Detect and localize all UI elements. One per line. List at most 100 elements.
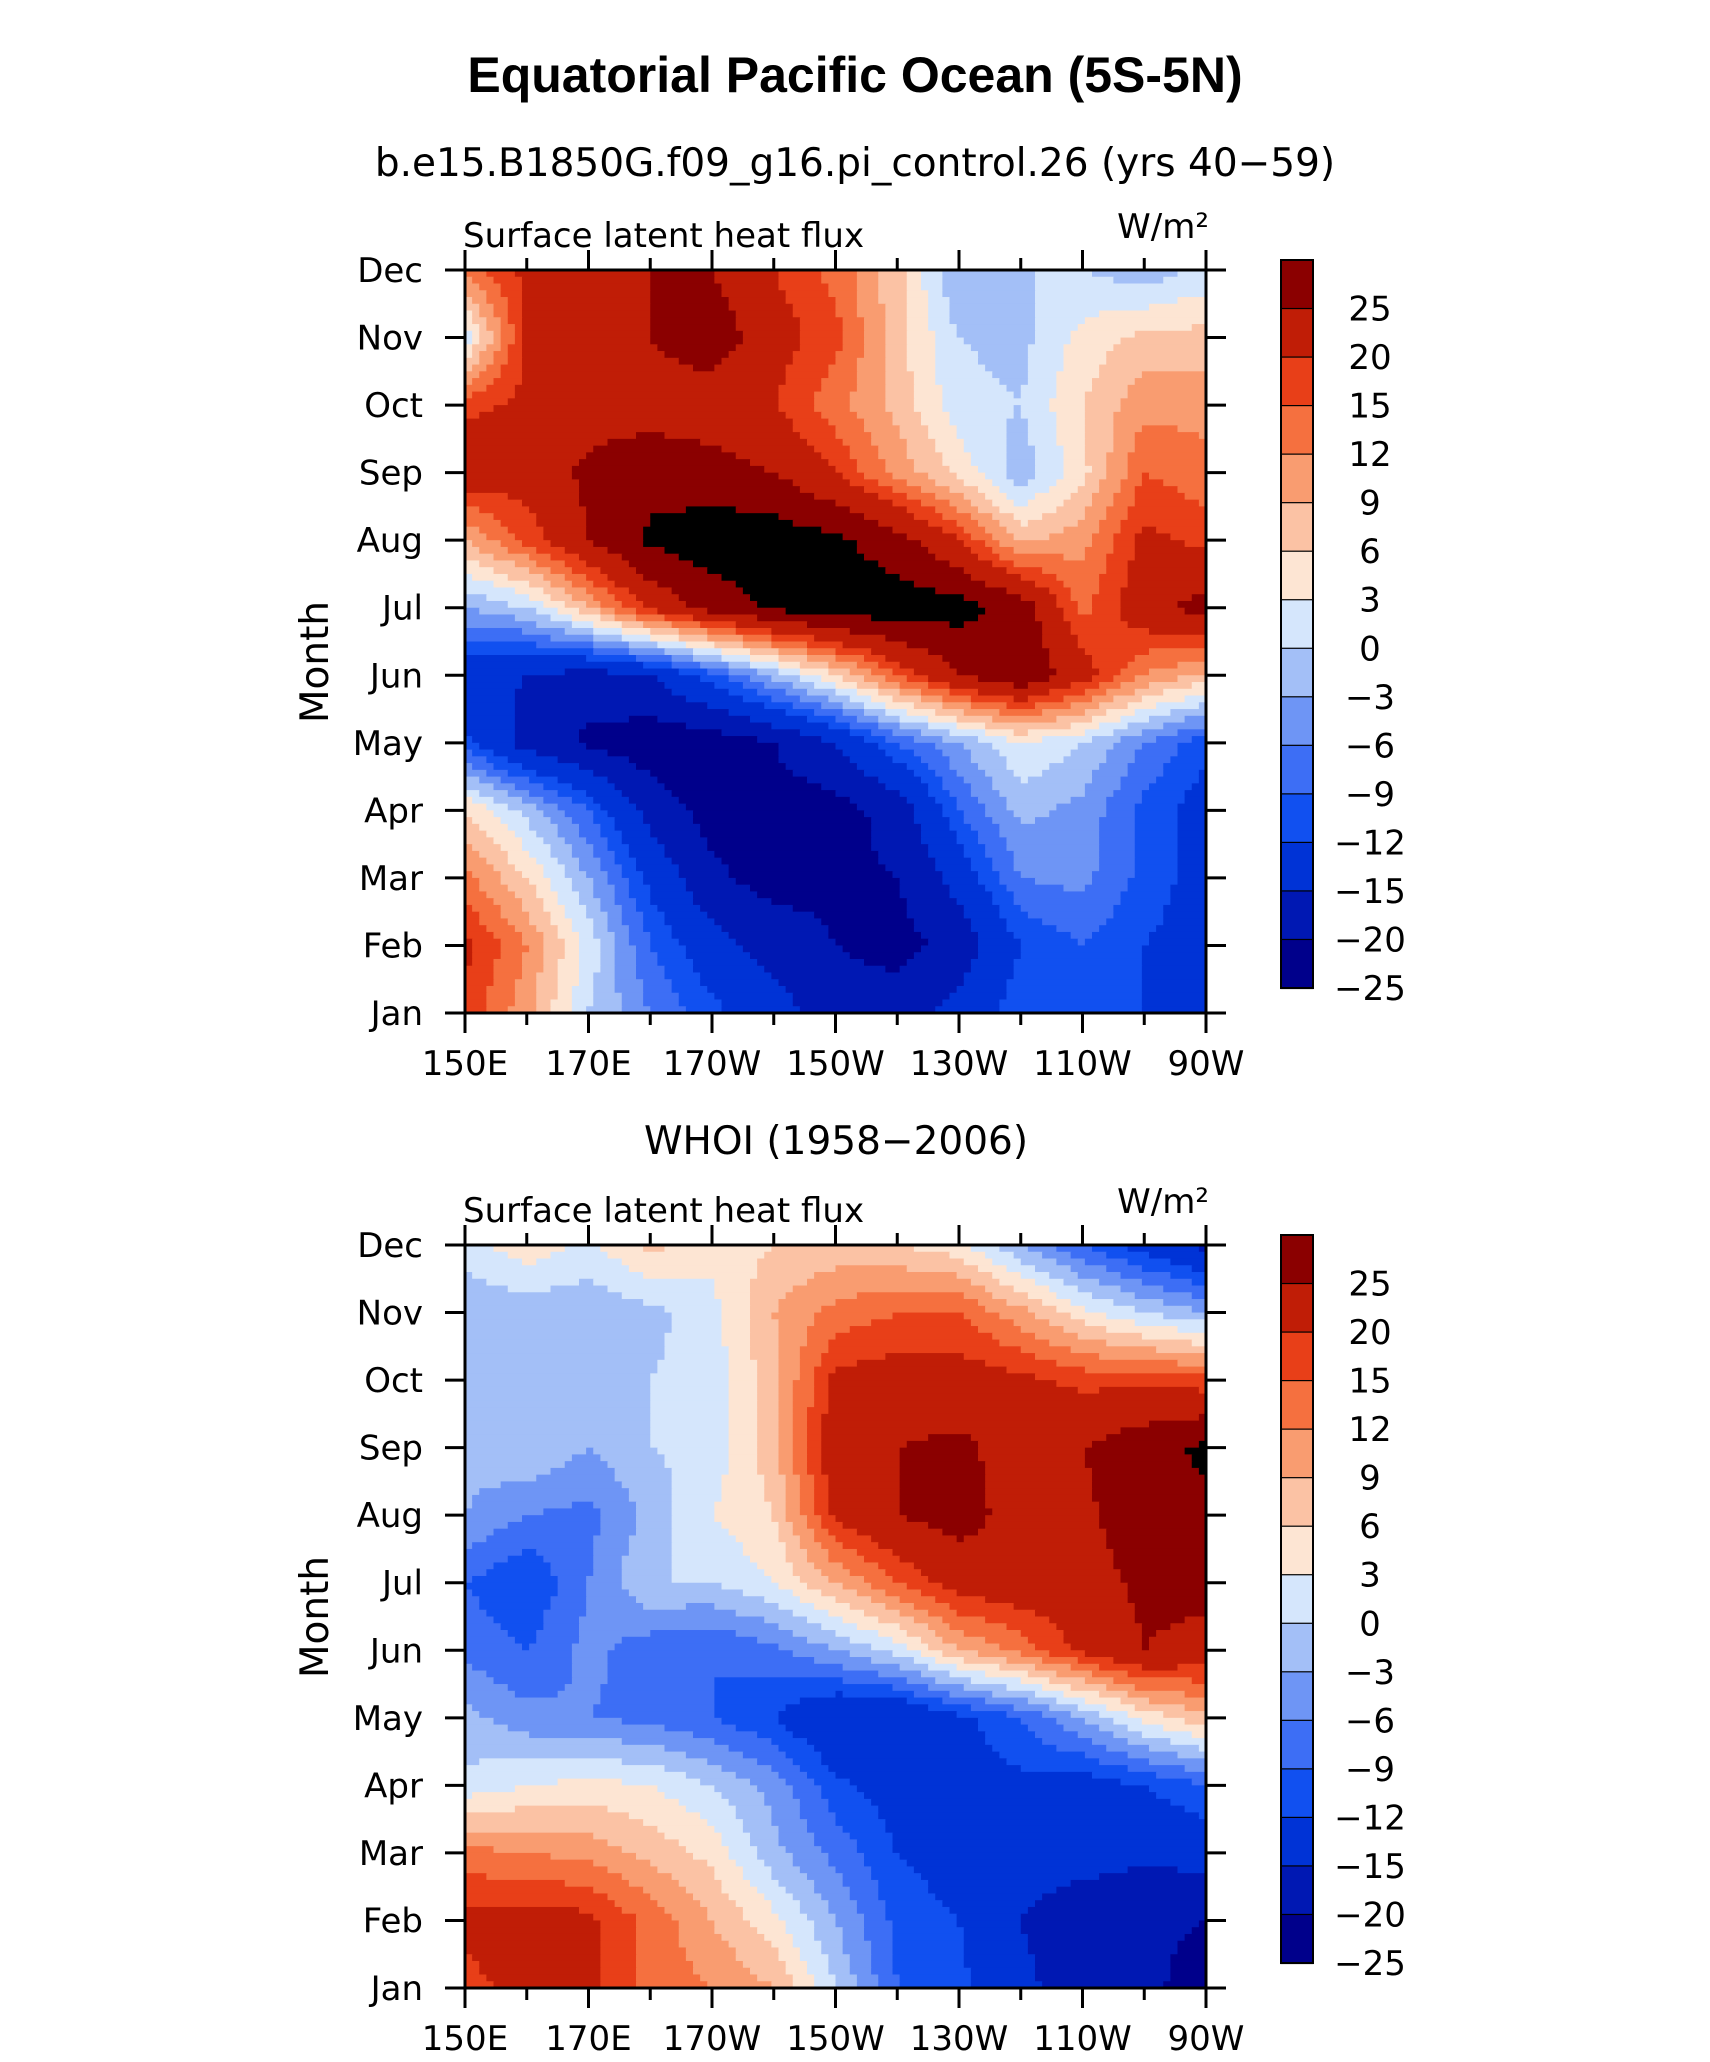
heat-cell [778, 1440, 794, 1449]
heat-cell [842, 438, 872, 447]
heat-cell [1092, 1245, 1129, 1253]
heat-cell [1063, 1636, 1143, 1645]
heat-cell [978, 945, 1022, 953]
heat-cell [942, 810, 965, 818]
heat-cell [500, 904, 523, 913]
heat-cell [778, 1454, 794, 1462]
heat-cell [1049, 655, 1093, 663]
heat-cell [479, 1596, 552, 1604]
heat-cell [928, 472, 958, 481]
heat-cell [593, 925, 609, 933]
heat-cell [1035, 337, 1072, 346]
heat-cell [586, 837, 609, 845]
heat-cell [614, 857, 637, 866]
heat-cell [621, 1778, 701, 1787]
heat-cell [828, 1494, 901, 1503]
heat-cell [1141, 479, 1165, 487]
heat-cell [1035, 614, 1065, 623]
heat-cell [593, 540, 644, 548]
heat-cell [807, 655, 837, 663]
heat-cell [849, 506, 908, 514]
heat-cell [628, 1548, 673, 1557]
heat-cell [1127, 1711, 1165, 1719]
heat-cell [871, 1657, 915, 1665]
heat-cell [721, 1326, 751, 1334]
heat-cell [849, 405, 887, 413]
heat-cell [821, 411, 858, 420]
heat-cell [493, 567, 530, 575]
heat-cell [785, 1508, 801, 1516]
heat-cell [906, 1515, 986, 1523]
heat-cell [906, 330, 937, 339]
heat-cell [1106, 1339, 1193, 1348]
heat-cell [1013, 857, 1100, 866]
heat-cell [849, 729, 872, 737]
heat-cell [1177, 857, 1207, 866]
heat-cell [472, 297, 488, 305]
heat-cell [1149, 1636, 1207, 1645]
heat-cell [750, 1326, 780, 1334]
heat-cell [963, 972, 1015, 981]
heat-cell [1027, 911, 1115, 920]
heat-cell [1013, 958, 1143, 967]
heat-cell [921, 1650, 944, 1658]
heat-cell [835, 465, 858, 474]
heat-cell [1049, 1704, 1079, 1712]
heat-cell [472, 904, 502, 913]
heat-cell [799, 1596, 837, 1604]
heat-cell [593, 1562, 623, 1571]
heat-cell [714, 1738, 773, 1746]
heat-cell [942, 871, 979, 879]
heat-cell [465, 850, 481, 859]
heat-cell [864, 1920, 894, 1928]
heat-cell [778, 1373, 801, 1381]
heat-cell [892, 418, 922, 427]
heat-cell [472, 952, 502, 960]
heat-cell [750, 1332, 780, 1341]
heat-cell [664, 546, 858, 555]
heat-cell [479, 560, 516, 568]
x-tick-label: 130W [910, 1044, 1009, 1084]
heat-cell [728, 1386, 758, 1395]
heat-cell [628, 648, 666, 656]
heat-cell [636, 952, 659, 960]
heat-cell [757, 1380, 780, 1388]
heat-cell [685, 803, 858, 812]
heat-cell [621, 790, 673, 798]
heat-cell [600, 1981, 637, 1989]
heat-cell [999, 553, 1065, 562]
heat-cell [664, 648, 694, 656]
heat-cell [935, 330, 958, 339]
heat-cell [1042, 567, 1108, 575]
heat-cell [543, 837, 566, 845]
heat-cell [465, 985, 488, 994]
heat-cell [935, 506, 958, 514]
heat-cell [700, 1900, 737, 1908]
heat-cell [507, 823, 530, 832]
heat-cell [465, 1555, 509, 1564]
heat-cell [985, 526, 1008, 535]
heat-cell [856, 682, 880, 690]
heat-cell [543, 938, 566, 947]
heat-cell [921, 270, 944, 278]
heat-cell [764, 1488, 787, 1496]
heat-cell [828, 1859, 865, 1868]
heat-cell [678, 1933, 723, 1942]
heat-cell [465, 823, 481, 832]
heat-cell [486, 756, 509, 764]
heat-cell [1170, 1954, 1207, 1962]
heat-cell [607, 1805, 687, 1814]
heat-cell [1084, 438, 1115, 447]
heat-cell [643, 1272, 758, 1280]
heat-cell [465, 1393, 652, 1402]
heat-cell [871, 823, 922, 832]
heat-cell [942, 1650, 979, 1658]
heat-cell [493, 337, 502, 346]
heat-cell [465, 783, 495, 791]
heat-cell [465, 898, 495, 906]
heat-cell [963, 904, 1001, 913]
heat-cell [507, 850, 530, 859]
heat-cell [985, 1467, 1093, 1476]
y-tick-label: Apr [364, 1766, 423, 1806]
heat-cell [628, 1812, 701, 1820]
